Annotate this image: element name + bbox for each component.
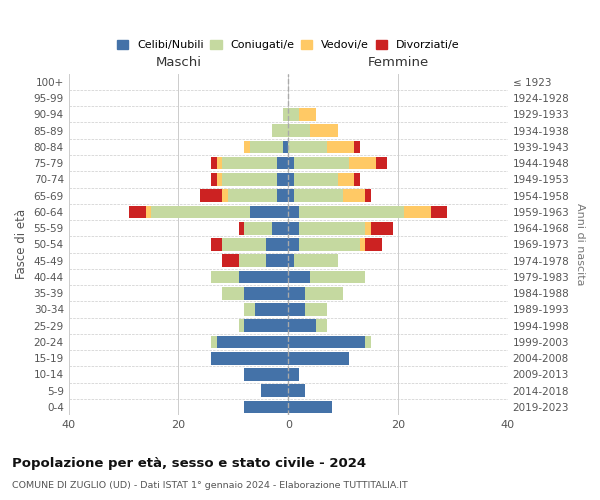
Bar bbox=[288, 400, 332, 413]
Bar bbox=[288, 254, 294, 267]
Bar bbox=[211, 352, 288, 364]
Bar bbox=[338, 173, 354, 186]
Bar bbox=[365, 190, 371, 202]
Bar bbox=[288, 124, 310, 137]
Bar bbox=[343, 190, 365, 202]
Bar bbox=[217, 173, 223, 186]
Bar bbox=[266, 238, 288, 251]
Bar bbox=[244, 140, 250, 153]
Bar bbox=[223, 238, 266, 251]
Bar bbox=[250, 206, 288, 218]
Bar bbox=[326, 140, 354, 153]
Bar bbox=[288, 336, 365, 348]
Bar bbox=[217, 157, 223, 170]
Bar bbox=[211, 270, 239, 283]
Bar bbox=[365, 336, 371, 348]
Bar bbox=[266, 254, 288, 267]
Bar bbox=[294, 190, 343, 202]
Bar bbox=[288, 222, 299, 234]
Bar bbox=[288, 303, 305, 316]
Bar bbox=[211, 336, 217, 348]
Bar bbox=[239, 320, 244, 332]
Bar bbox=[349, 157, 376, 170]
Bar bbox=[272, 124, 288, 137]
Bar bbox=[211, 173, 217, 186]
Bar bbox=[294, 173, 338, 186]
Bar bbox=[239, 222, 244, 234]
Bar bbox=[211, 157, 217, 170]
Y-axis label: Anni di nascita: Anni di nascita bbox=[575, 203, 585, 285]
Bar bbox=[431, 206, 448, 218]
Bar bbox=[354, 140, 359, 153]
Bar bbox=[404, 206, 431, 218]
Bar bbox=[146, 206, 151, 218]
Bar bbox=[288, 352, 349, 364]
Bar bbox=[244, 222, 272, 234]
Bar bbox=[288, 190, 294, 202]
Bar bbox=[294, 157, 349, 170]
Bar bbox=[244, 287, 288, 300]
Bar bbox=[365, 238, 382, 251]
Bar bbox=[239, 254, 266, 267]
Y-axis label: Fasce di età: Fasce di età bbox=[15, 210, 28, 280]
Text: Popolazione per età, sesso e stato civile - 2024: Popolazione per età, sesso e stato civil… bbox=[12, 458, 366, 470]
Bar bbox=[288, 270, 310, 283]
Bar bbox=[288, 320, 316, 332]
Bar bbox=[261, 384, 288, 397]
Legend: Celibi/Nubili, Coniugati/e, Vedovi/e, Divorziati/e: Celibi/Nubili, Coniugati/e, Vedovi/e, Di… bbox=[117, 40, 460, 50]
Bar bbox=[211, 238, 223, 251]
Bar bbox=[294, 254, 338, 267]
Bar bbox=[277, 157, 288, 170]
Bar bbox=[310, 270, 365, 283]
Bar bbox=[277, 190, 288, 202]
Bar bbox=[288, 287, 305, 300]
Bar bbox=[283, 108, 288, 120]
Bar bbox=[288, 206, 299, 218]
Bar bbox=[228, 190, 277, 202]
Text: Femmine: Femmine bbox=[367, 56, 428, 69]
Bar bbox=[365, 222, 371, 234]
Bar bbox=[223, 173, 277, 186]
Bar bbox=[129, 206, 146, 218]
Bar bbox=[200, 190, 223, 202]
Bar bbox=[376, 157, 387, 170]
Bar bbox=[283, 140, 288, 153]
Bar bbox=[299, 108, 316, 120]
Bar bbox=[354, 173, 359, 186]
Bar bbox=[288, 238, 299, 251]
Bar bbox=[305, 287, 343, 300]
Bar bbox=[316, 320, 326, 332]
Bar bbox=[277, 173, 288, 186]
Bar bbox=[223, 190, 228, 202]
Bar bbox=[288, 368, 299, 381]
Bar bbox=[244, 320, 288, 332]
Bar bbox=[299, 206, 404, 218]
Bar bbox=[288, 140, 326, 153]
Bar bbox=[244, 400, 288, 413]
Bar bbox=[310, 124, 338, 137]
Text: COMUNE DI ZUGLIO (UD) - Dati ISTAT 1° gennaio 2024 - Elaborazione TUTTITALIA.IT: COMUNE DI ZUGLIO (UD) - Dati ISTAT 1° ge… bbox=[12, 481, 408, 490]
Bar bbox=[244, 303, 256, 316]
Bar bbox=[256, 303, 288, 316]
Bar bbox=[239, 270, 288, 283]
Bar bbox=[151, 206, 250, 218]
Bar bbox=[288, 157, 294, 170]
Bar bbox=[371, 222, 392, 234]
Text: Maschi: Maschi bbox=[155, 56, 202, 69]
Bar bbox=[250, 140, 283, 153]
Bar bbox=[299, 238, 359, 251]
Bar bbox=[223, 254, 239, 267]
Bar bbox=[359, 238, 365, 251]
Bar bbox=[244, 368, 288, 381]
Bar bbox=[288, 384, 305, 397]
Bar bbox=[217, 336, 288, 348]
Bar bbox=[272, 222, 288, 234]
Bar bbox=[305, 303, 326, 316]
Bar bbox=[288, 108, 299, 120]
Bar bbox=[288, 173, 294, 186]
Bar bbox=[223, 157, 277, 170]
Bar bbox=[299, 222, 365, 234]
Bar bbox=[223, 287, 244, 300]
